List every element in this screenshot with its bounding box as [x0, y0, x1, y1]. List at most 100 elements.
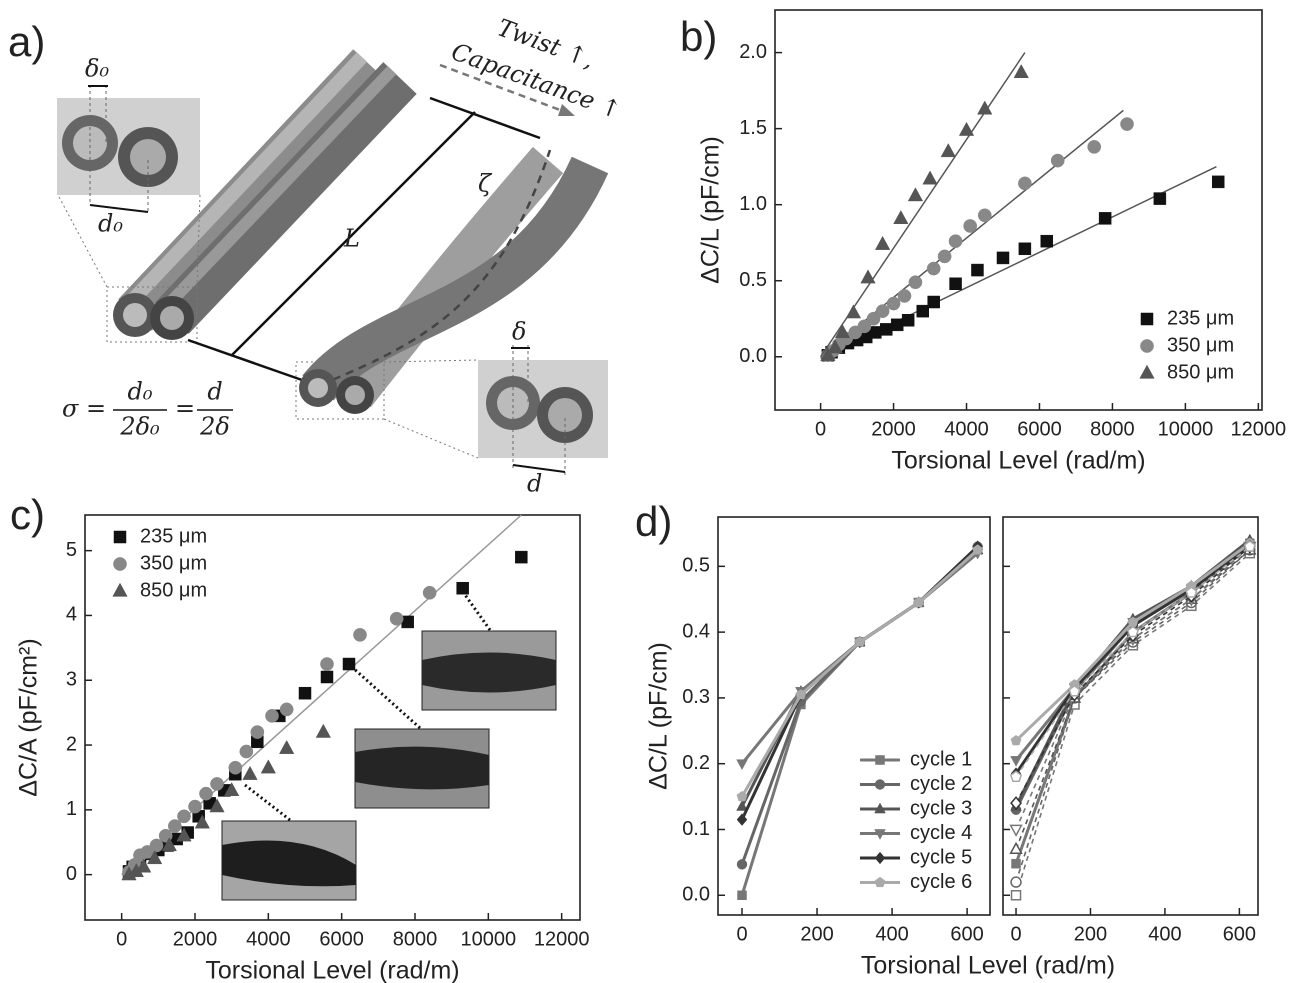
- y-tick-label: 1.0: [739, 193, 767, 215]
- marker: [176, 827, 192, 842]
- marker: [886, 296, 901, 311]
- x-tick-label: 2000: [871, 418, 916, 440]
- marker: [937, 249, 952, 264]
- y-axis-title: ΔC/A (pF/cm²): [15, 638, 43, 796]
- zoom-line: [196, 194, 201, 288]
- marker: [298, 686, 312, 700]
- marker: [1185, 586, 1198, 598]
- marker: [177, 809, 191, 824]
- legend-label: 350 μm: [1167, 334, 1234, 356]
- arrow-head: [558, 104, 575, 116]
- marker: [1010, 876, 1022, 888]
- x-tick-label: 0: [815, 418, 826, 440]
- marker: [1013, 64, 1029, 79]
- y-tick-label: 2.0: [739, 41, 767, 63]
- y-tick-label: 0.0: [739, 345, 767, 367]
- label-delta: δ: [512, 318, 526, 346]
- y-axis-title: ΔC/L (pF/cm): [697, 136, 725, 284]
- panel-label: d): [635, 498, 672, 545]
- legend-marker: [1140, 339, 1154, 353]
- marker: [1050, 153, 1065, 168]
- series-line: [1015, 545, 1251, 778]
- dim: [89, 204, 149, 213]
- legend-marker: [874, 876, 886, 888]
- marker: [834, 324, 851, 339]
- marker: [1068, 685, 1081, 697]
- formula: d₀: [128, 378, 153, 406]
- y-tick-label: 3: [66, 669, 77, 691]
- label-d0: d₀: [98, 210, 123, 238]
- marker: [736, 759, 748, 771]
- plot-frame: [774, 9, 1263, 411]
- marker: [320, 670, 334, 684]
- marker: [913, 596, 925, 608]
- marker: [880, 323, 893, 336]
- series-line: [1014, 545, 1251, 762]
- marker: [1009, 841, 1023, 855]
- marker: [320, 657, 334, 671]
- y-tick-label: 2: [66, 733, 77, 755]
- marker: [239, 744, 254, 759]
- y-tick-label: 1.5: [739, 117, 767, 139]
- marker: [948, 234, 963, 249]
- marker: [737, 890, 747, 901]
- core: [130, 139, 166, 175]
- tube-highlight: [160, 65, 397, 313]
- marker: [996, 251, 1010, 265]
- marker: [188, 799, 202, 814]
- plot-frame: [717, 516, 991, 916]
- dim: [512, 464, 566, 473]
- x-tick-label: 12000: [534, 928, 590, 950]
- tube-core: [160, 306, 184, 330]
- label-zeta: ζ: [478, 170, 493, 198]
- x-tick-label: 2000: [173, 928, 218, 950]
- marker: [1211, 175, 1225, 189]
- legend-label: 235 μm: [140, 525, 207, 547]
- core: [497, 387, 529, 419]
- marker: [971, 263, 984, 277]
- marker: [228, 760, 243, 775]
- panel-label: b): [680, 13, 717, 60]
- marker: [1010, 770, 1023, 782]
- leader: [461, 591, 492, 631]
- marker: [908, 275, 923, 290]
- marker: [949, 277, 962, 291]
- marker: [224, 782, 240, 797]
- x-axis-title: Torsional Level (rad/m): [861, 952, 1115, 980]
- x-tick-label: 10000: [461, 928, 517, 950]
- marker: [854, 636, 866, 647]
- formula: σ =: [62, 395, 106, 423]
- bracket: [429, 96, 541, 140]
- tube-core: [308, 378, 328, 398]
- marker: [860, 269, 876, 284]
- y-tick-label: 0.0: [682, 884, 710, 906]
- marker: [926, 261, 941, 276]
- y-tick-label: 0.5: [682, 555, 710, 577]
- twist-path: [319, 149, 552, 387]
- marker: [1120, 117, 1134, 131]
- marker: [972, 544, 984, 555]
- legend-marker: [874, 829, 886, 840]
- marker: [353, 628, 367, 642]
- legend-label: 350 μm: [140, 552, 207, 574]
- marker: [1243, 540, 1256, 552]
- marker: [279, 702, 294, 717]
- tube-core: [345, 385, 365, 405]
- marker: [1087, 140, 1102, 154]
- marker: [456, 581, 469, 595]
- panel-label: c): [10, 491, 45, 538]
- photo-fiber: [222, 840, 356, 887]
- bracket: [231, 111, 476, 356]
- label-d: d: [527, 470, 542, 498]
- legend-marker: [113, 530, 127, 544]
- zoom-box: [106, 286, 198, 343]
- marker: [1010, 756, 1022, 767]
- x-tick-label: 6000: [1017, 418, 1062, 440]
- plot-frame: [1002, 516, 1259, 916]
- tube: [155, 62, 417, 334]
- x-tick-label: 600: [1223, 923, 1256, 945]
- marker: [875, 304, 890, 318]
- leader: [244, 783, 291, 822]
- x-tick-label: 0: [1010, 923, 1021, 945]
